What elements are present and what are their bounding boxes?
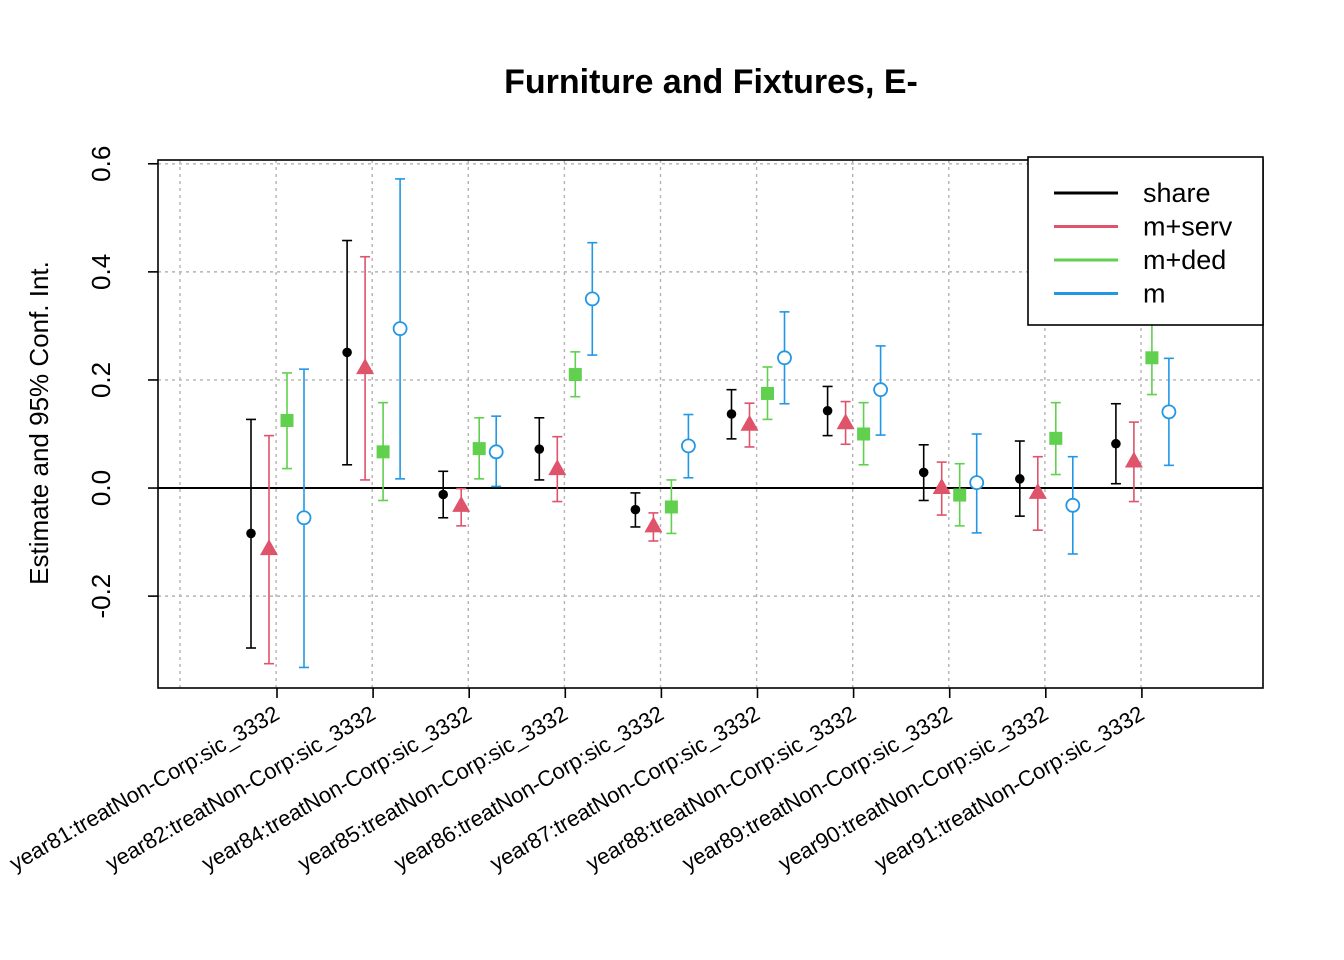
y-tick-label: 0.6 <box>86 146 116 182</box>
point-estimate <box>488 444 504 460</box>
point-estimate <box>356 358 375 375</box>
legend-label: share <box>1143 178 1211 208</box>
point-estimate <box>568 368 582 382</box>
point-estimate <box>1124 451 1143 468</box>
y-tick-label: -0.2 <box>86 574 116 619</box>
point-estimate <box>1111 438 1121 449</box>
point-estimate <box>584 291 600 307</box>
plot-frame <box>157 159 1264 689</box>
point-estimate <box>472 442 486 456</box>
point-estimate <box>1028 482 1047 499</box>
legend-label: m <box>1143 279 1166 309</box>
point-estimate <box>280 413 294 427</box>
x-axis: year81:treatNon-Corp:sic_3332year82:trea… <box>5 688 1148 876</box>
point-estimate <box>630 504 641 515</box>
point-estimate <box>664 500 678 514</box>
point-estimate <box>260 539 278 556</box>
point-estimate <box>857 427 871 441</box>
legend-label: m+serv <box>1143 212 1233 242</box>
point-estimate <box>438 489 449 500</box>
point-estimate <box>681 438 696 454</box>
point-estimate <box>1161 404 1177 420</box>
point-estimate <box>342 347 352 358</box>
legend-box <box>1027 156 1264 326</box>
y-tick-label: 0.2 <box>86 362 116 398</box>
point-estimate <box>1065 497 1081 513</box>
y-tick-label: 0.0 <box>86 470 116 506</box>
series-m-serv <box>260 255 1143 665</box>
point-estimate <box>548 459 567 476</box>
point-estimate <box>534 444 545 454</box>
y-axis: -0.2 0.0 0.2 0.4 0.6 <box>86 146 158 619</box>
legend-label: m+ded <box>1143 245 1226 275</box>
point-estimate <box>392 321 408 337</box>
point-estimate <box>822 405 833 416</box>
point-estimate <box>740 414 759 431</box>
series-m <box>296 178 1177 669</box>
y-axis-label: Estimate and 95% Conf. Int. <box>24 261 54 585</box>
series-m-ded <box>280 319 1159 535</box>
point-estimate <box>932 478 951 495</box>
point-estimate <box>918 467 929 478</box>
point-estimate <box>1049 431 1063 445</box>
point-estimate <box>1015 474 1025 484</box>
point-estimate <box>644 516 663 533</box>
point-estimate <box>246 528 256 539</box>
point-estimate <box>726 409 737 419</box>
point-estimate <box>953 488 967 502</box>
point-estimate <box>296 510 312 526</box>
point-estimate <box>761 386 774 400</box>
point-estimate <box>1145 351 1159 365</box>
point-estimate <box>969 475 985 491</box>
point-estimate <box>777 350 792 366</box>
y-tick-label: 0.4 <box>86 254 116 290</box>
point-estimate <box>836 413 855 430</box>
point-estimate <box>376 445 390 459</box>
point-estimate <box>873 382 888 398</box>
chart-title: Furniture and Fixtures, E- <box>504 63 918 101</box>
series-share <box>246 239 1121 649</box>
point-estimate <box>452 495 471 512</box>
